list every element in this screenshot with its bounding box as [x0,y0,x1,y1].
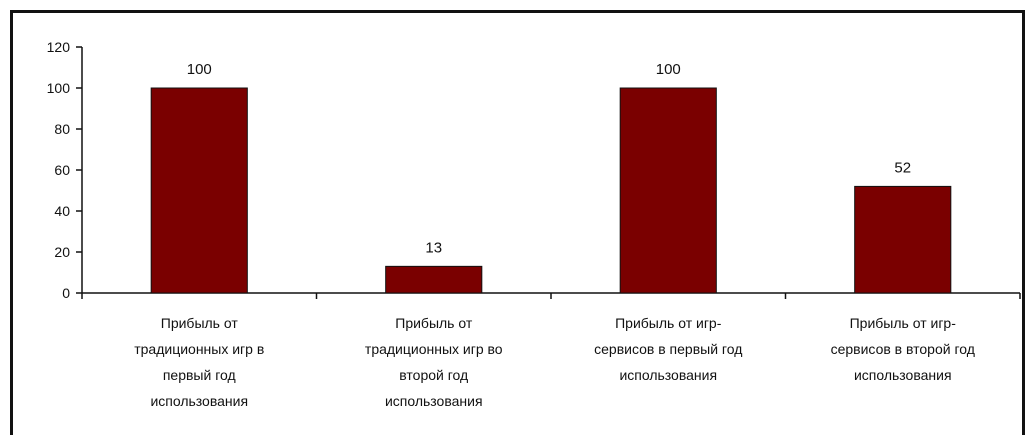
category-label-line: второй год [399,367,468,383]
category-label: Прибыль от традиционных игр в первый год ис… [134,315,264,409]
y-tick-label: 20 [54,244,70,260]
category-label-line: сервисов в второй год [831,341,975,357]
category-label-line: традиционных игр в [134,341,264,357]
y-tick-label: 80 [54,121,70,137]
bar [150,87,248,294]
category-label-line: использования [619,367,717,383]
data-label: 13 [425,239,442,256]
y-tick-label: 40 [54,203,70,219]
data-label: 52 [894,159,911,176]
category-label-line: использования [854,367,952,383]
category-label: Прибыль от игр-сервисов в второй год испо… [831,315,975,383]
y-tick-label: 0 [62,285,70,301]
category-label: Прибыль от игр-сервисов в первый год испо… [594,315,742,383]
category-label-line: традиционных игр во [365,341,503,357]
y-tick-label: 120 [47,39,71,55]
category-label: Прибыль от традиционных игр во второй год и… [365,315,503,409]
bar [854,185,952,294]
data-label: 100 [656,61,681,78]
category-label-line: использования [385,393,483,409]
y-tick-label: 100 [47,80,71,96]
category-label-line: Прибыль от игр- [850,315,957,331]
category-label-line: сервисов в первый год [594,341,742,357]
data-label: 100 [187,61,212,78]
category-label-line: Прибыль от игр- [615,315,722,331]
category-label-line: Прибыль от [395,315,473,331]
category-label-line: первый год [163,367,236,383]
bar [619,87,717,294]
category-label-line: Прибыль от [161,315,239,331]
bar [385,265,483,294]
chart-labels: 100 Прибыль от традиционных игр в первый го… [134,61,975,409]
chart-frame [10,10,1025,435]
chart-bars [150,87,952,294]
y-tick-label: 60 [54,162,70,178]
category-label-line: использования [150,393,248,409]
